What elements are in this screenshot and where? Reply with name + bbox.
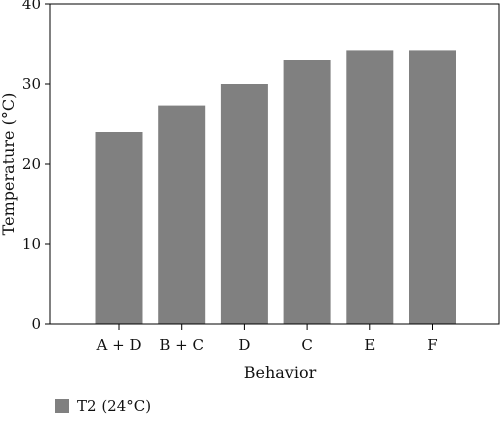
legend-swatch [55, 399, 69, 413]
bar [409, 50, 456, 325]
x-tick-label: D [238, 336, 250, 354]
legend: T2 (24°C) [55, 397, 151, 415]
x-tick-label: F [427, 336, 437, 354]
x-tick-label: E [364, 336, 375, 354]
legend-label: T2 (24°C) [77, 397, 151, 415]
bar [220, 84, 268, 324]
y-axis-label: Temperature (°C) [0, 93, 18, 236]
y-tick-label: 20 [22, 155, 41, 173]
plot-frame [49, 3, 500, 325]
bar [95, 132, 143, 324]
x-axis-label: Behavior [244, 363, 317, 382]
y-tick-label: 0 [31, 315, 41, 333]
x-tick-label: B + C [159, 336, 204, 354]
bars-group [95, 50, 456, 325]
x-tick-label: A + D [96, 336, 142, 354]
x-axis-ticks: A + D B + C D C E F [96, 324, 438, 354]
y-tick-label: 40 [22, 0, 41, 13]
y-axis-ticks: 0 10 20 30 40 [22, 0, 50, 333]
y-tick-label: 10 [22, 235, 41, 253]
bar [158, 105, 206, 324]
bar [283, 60, 331, 324]
x-tick-label: C [301, 336, 312, 354]
bar [346, 50, 394, 325]
y-tick-label: 30 [22, 75, 41, 93]
